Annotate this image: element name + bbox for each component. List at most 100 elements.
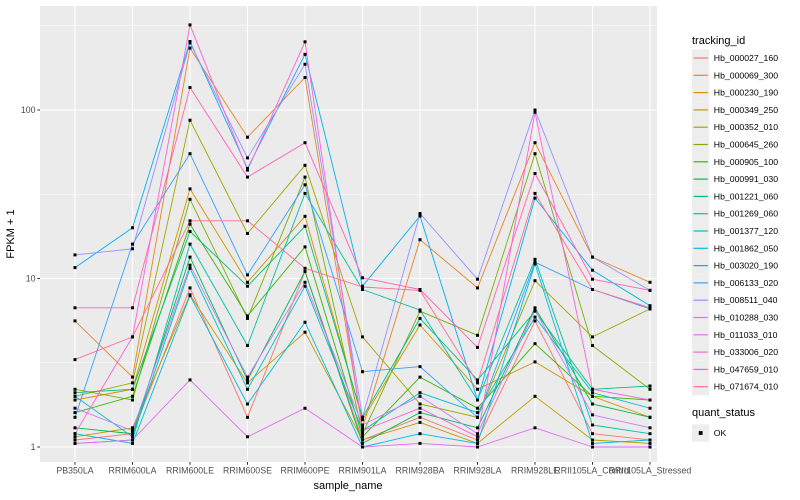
data-point	[131, 387, 134, 391]
data-point	[648, 306, 652, 310]
plot-panel	[40, 6, 657, 462]
data-point	[418, 375, 422, 379]
data-point	[131, 398, 134, 402]
legend-key-point	[698, 431, 703, 435]
data-point	[418, 316, 422, 320]
data-point	[131, 426, 134, 430]
data-point	[648, 387, 652, 391]
x-tick-label: RRIM600LA	[109, 466, 157, 476]
data-point	[188, 152, 192, 156]
data-point	[188, 242, 192, 246]
data-point	[418, 212, 422, 215]
data-point	[246, 378, 249, 382]
data-point	[591, 277, 594, 281]
data-point	[361, 445, 364, 449]
data-point	[533, 257, 537, 261]
data-point	[188, 187, 192, 191]
legend-label: Hb_033006_020	[714, 347, 778, 357]
data-point	[418, 391, 422, 395]
legend-title-tracking-id: tracking_id	[692, 35, 745, 47]
data-point	[246, 284, 249, 288]
legend-label: Hb_047659_010	[714, 364, 778, 374]
data-point	[246, 314, 249, 318]
data-point	[188, 197, 192, 201]
data-point	[246, 166, 249, 170]
data-point	[476, 426, 479, 430]
data-point	[246, 156, 249, 160]
data-point	[533, 315, 537, 319]
legend-label: Hb_000230_190	[714, 88, 778, 98]
data-point	[131, 394, 134, 398]
data-point	[188, 219, 192, 223]
data-point	[73, 394, 77, 398]
data-point	[533, 360, 537, 364]
data-point	[591, 402, 594, 406]
data-point	[131, 375, 134, 379]
data-point	[188, 294, 192, 298]
data-point	[591, 391, 594, 395]
data-point	[533, 110, 537, 114]
x-tick-label: RRII105LA_Control	[554, 466, 630, 476]
data-point	[246, 402, 249, 406]
data-point	[476, 381, 479, 385]
data-point	[648, 304, 652, 308]
data-point	[476, 406, 479, 410]
data-point	[303, 330, 307, 334]
x-tick-label: RRIM901LA	[339, 466, 387, 476]
data-point	[246, 273, 249, 277]
legend-label: Hb_001377_120	[714, 226, 778, 236]
data-point	[648, 441, 652, 445]
data-point	[246, 435, 249, 439]
data-point	[188, 378, 192, 382]
data-point	[533, 308, 537, 312]
data-point	[73, 438, 77, 442]
data-point	[533, 141, 537, 145]
data-point	[246, 344, 249, 348]
data-point	[303, 52, 307, 56]
data-point	[188, 23, 192, 27]
data-point	[591, 268, 594, 272]
data-point	[303, 270, 307, 273]
data-point	[591, 255, 594, 259]
data-point	[303, 245, 307, 249]
data-point	[533, 191, 537, 195]
data-point	[476, 333, 479, 337]
data-point	[73, 306, 77, 310]
data-point	[591, 438, 594, 442]
legend-label: Hb_000645_260	[714, 140, 778, 150]
data-point	[246, 375, 249, 379]
y-tick-label: 10	[26, 274, 36, 284]
data-point	[648, 398, 652, 402]
x-tick-label: RRIM600SE	[223, 466, 272, 476]
data-point	[131, 242, 134, 246]
data-point	[361, 335, 364, 339]
legend-label: Hb_003020_190	[714, 261, 778, 271]
data-point	[361, 441, 364, 445]
data-point	[246, 232, 249, 235]
data-point	[418, 238, 422, 242]
data-point	[246, 135, 249, 139]
legend-label: Hb_001862_050	[714, 243, 778, 253]
data-point	[131, 429, 134, 433]
legend-label: Hb_001269_060	[714, 209, 778, 219]
data-point	[303, 284, 307, 288]
data-point	[361, 426, 364, 430]
y-tick-label: 1	[31, 442, 36, 452]
data-point	[476, 398, 479, 402]
y-axis-title: FPKM + 1	[5, 209, 17, 258]
data-point	[476, 432, 479, 436]
data-point	[361, 415, 364, 419]
data-point	[476, 378, 479, 382]
data-point	[188, 86, 192, 89]
data-point	[476, 286, 479, 290]
data-point	[73, 398, 77, 402]
x-tick-label: RRIM600LE	[166, 466, 214, 476]
legend-label: Hb_001221_060	[714, 191, 778, 201]
data-point	[533, 279, 537, 283]
data-point	[303, 191, 307, 195]
data-point	[533, 196, 537, 200]
data-point	[648, 384, 652, 388]
data-point	[361, 435, 364, 439]
data-point	[246, 280, 249, 284]
